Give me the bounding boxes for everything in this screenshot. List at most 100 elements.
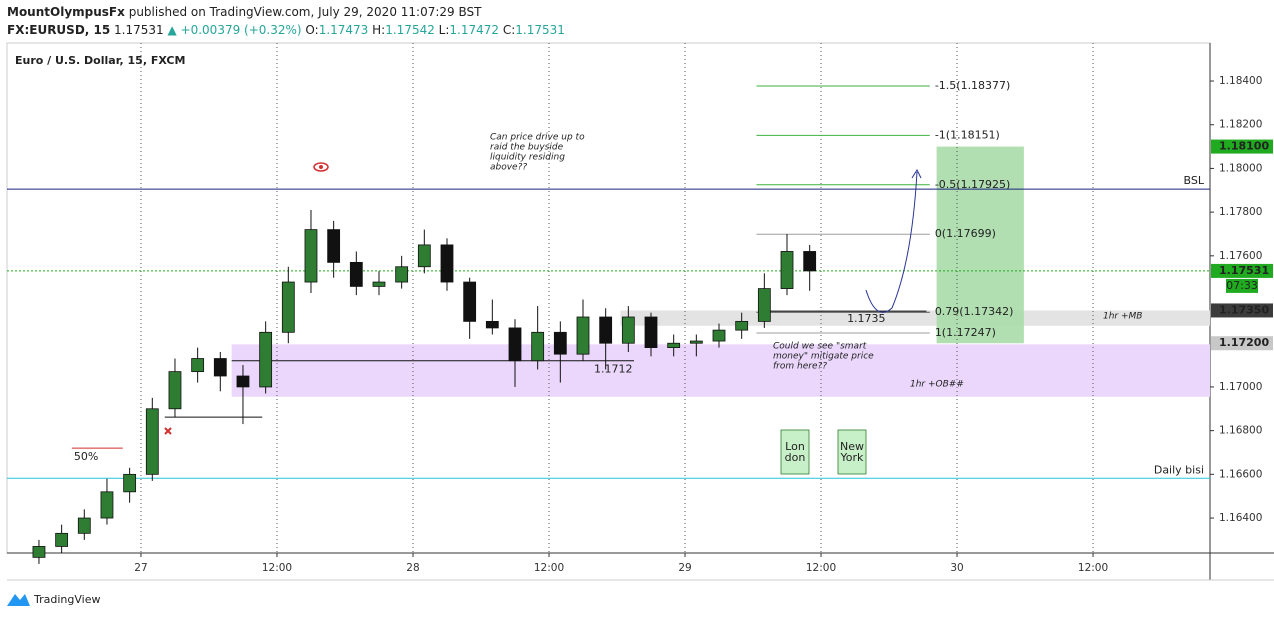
eye-pupil	[319, 165, 323, 169]
publisher: MountOlympusFx	[7, 5, 125, 19]
candle-body	[327, 229, 341, 263]
candle-body	[689, 340, 703, 344]
session-label: York	[840, 451, 865, 464]
x-tick-label: 30	[950, 562, 963, 574]
annotation: raid the buyside	[490, 143, 564, 153]
candle-body	[440, 244, 454, 283]
price-marker	[1211, 336, 1273, 351]
candle-body	[667, 342, 681, 349]
price-marker-label: 1.17200	[1219, 336, 1269, 349]
candle-body	[123, 473, 137, 493]
ohlc-value: 1.17472	[449, 23, 499, 37]
candle-body	[304, 229, 318, 283]
candle-body	[349, 261, 363, 287]
x-tick-label: 28	[406, 562, 419, 574]
candle-body	[780, 251, 794, 290]
session-box	[837, 429, 867, 475]
annotation: Can price drive up to	[490, 133, 585, 143]
eye-icon	[313, 162, 329, 172]
brand: TradingView	[33, 593, 100, 606]
candle-body	[599, 316, 613, 344]
fib-label: 1(1.17247)	[935, 326, 996, 339]
countdown-box	[1226, 278, 1258, 293]
session-label: New	[840, 440, 864, 453]
y-tick-label: 1.17800	[1219, 206, 1262, 218]
ohlc-value: 1.17473	[319, 23, 369, 37]
segment-label: 1.1712	[594, 363, 633, 376]
ohlc-value: 1.17542	[385, 23, 435, 37]
x-tick-label: 12:00	[806, 562, 836, 574]
candle-body	[803, 251, 817, 272]
level-label: Daily bisi	[1154, 463, 1204, 476]
zone-label: 1hr +OB##	[910, 380, 964, 390]
header-line: MountOlympusFx published on TradingView.…	[7, 5, 482, 19]
candle-body	[259, 331, 273, 388]
fib-label: -1.5(1.18377)	[935, 79, 1011, 92]
candle-body	[576, 316, 590, 355]
candle-body	[372, 281, 386, 287]
annotation: liquidity residing	[490, 153, 565, 163]
candle-body	[32, 546, 46, 558]
candle-body	[281, 281, 295, 333]
session-label: Lon	[785, 440, 805, 453]
price-marker	[1211, 263, 1273, 278]
candle-body	[508, 327, 522, 362]
zone	[231, 344, 1210, 397]
candle-body	[553, 331, 567, 355]
price-marker-label: 1.17350	[1219, 303, 1269, 316]
ohlc-key: C:	[503, 23, 515, 37]
candle-body	[55, 532, 69, 547]
price-marker-label: 1.18100	[1219, 140, 1269, 153]
candle-body	[213, 358, 227, 377]
x-tick-label: 12:00	[1078, 562, 1108, 574]
x-tick-label: 12:00	[534, 562, 564, 574]
ohlc-key: H:	[372, 23, 385, 37]
candle-body	[735, 320, 749, 331]
logo	[7, 594, 30, 606]
annotation: Could we see "smart	[773, 342, 867, 352]
ohlc-key: L:	[439, 23, 450, 37]
x-tick-label: 12:00	[262, 562, 292, 574]
y-tick-label: 1.16800	[1219, 425, 1262, 437]
candle-body	[485, 320, 499, 329]
level-label: BSL	[1184, 174, 1205, 187]
candle-body	[417, 244, 431, 268]
target-box	[936, 146, 1024, 344]
candle-body	[644, 316, 658, 349]
fib-label: -0.5(1.17925)	[935, 178, 1011, 191]
annotation: above??	[490, 163, 527, 173]
segment-label: 1.1735	[847, 312, 886, 325]
arrow	[865, 171, 918, 313]
candle-body	[100, 491, 114, 519]
arrow-head	[911, 168, 922, 179]
last-price: 1.17531	[114, 23, 164, 37]
countdown: 07:33	[1226, 279, 1258, 292]
ohlc-value: 1.17531	[515, 23, 565, 37]
candle-body	[757, 288, 771, 322]
fib-label: 0(1.17699)	[935, 227, 996, 240]
ohlc-key: O:	[305, 23, 318, 37]
y-tick-label: 1.17000	[1219, 381, 1262, 393]
zone-label: 1hr +MB	[1103, 312, 1142, 322]
y-tick-label: 1.18200	[1219, 119, 1262, 131]
session-label: don	[785, 451, 806, 464]
plot-layer	[140, 43, 1210, 553]
candle-body	[712, 329, 726, 342]
change: ▲ +0.00379 (+0.32%)	[168, 23, 302, 37]
candle-body	[236, 375, 250, 388]
price-marker-label: 1.17531	[1219, 264, 1269, 277]
candle-body	[145, 408, 159, 475]
y-tick-label: 1.17600	[1219, 250, 1262, 262]
candle-body	[621, 316, 635, 344]
candle-body	[531, 331, 545, 362]
session-box	[780, 429, 810, 475]
annotation: from here??	[773, 362, 827, 372]
candle-body	[463, 281, 477, 322]
x-tick-label: 27	[134, 562, 147, 574]
annotation: money" mitigate price	[773, 352, 874, 362]
price-marker	[1211, 303, 1273, 318]
fib-label: 0.79(1.17342)	[935, 305, 1014, 318]
